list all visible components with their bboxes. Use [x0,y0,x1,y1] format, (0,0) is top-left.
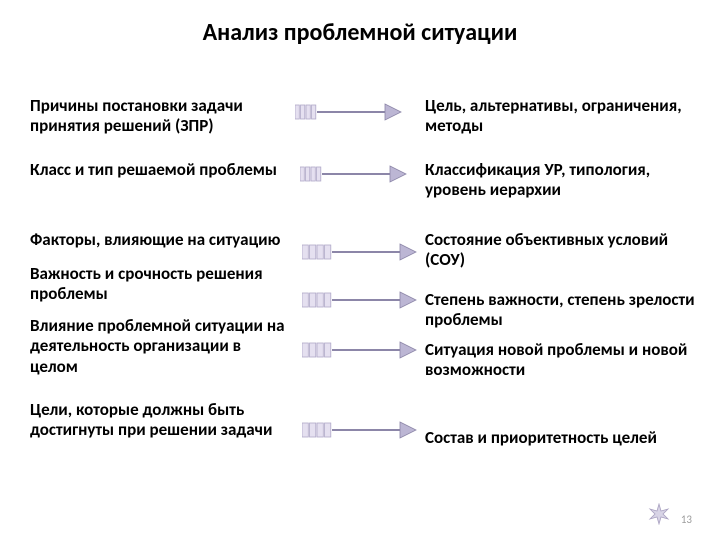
left-text-2: Факторы, влияющие на ситуацию [30,230,290,250]
right-text-8: Состав и приоритетность целей [425,428,705,448]
star-decoration [648,503,670,530]
right-text-2: Состояние объективных условий (СОУ) [425,230,705,271]
left-text-1: Класс и тип решаемой проблемы [30,160,290,180]
arrow-1 [300,162,410,191]
arrow-5 [302,338,420,367]
arrow-0 [295,100,405,129]
right-text-1: Классификация УР, типология, уровень иер… [425,160,705,201]
arrow-2 [302,240,420,269]
arrow-7 [302,418,420,447]
right-text-0: Цель, альтернативы, ограничения, методы [425,96,705,137]
left-text-3: Важность и срочность решения проблемы [30,264,290,305]
right-text-4: Степень важности, степень зрелости пробл… [425,290,705,331]
left-text-5: Влияние проблемной ситуации на деятельно… [30,316,290,377]
right-text-6: Ситуация новой проблемы и новой возможно… [425,340,705,381]
arrow-3 [302,288,420,317]
page-number: 13 [681,513,692,526]
slide-title: Анализ проблемной ситуации [0,18,720,47]
left-text-0: Причины постановки задачи принятия решен… [30,96,290,137]
left-text-7: Цели, которые должны быть достигнуты при… [30,400,290,441]
